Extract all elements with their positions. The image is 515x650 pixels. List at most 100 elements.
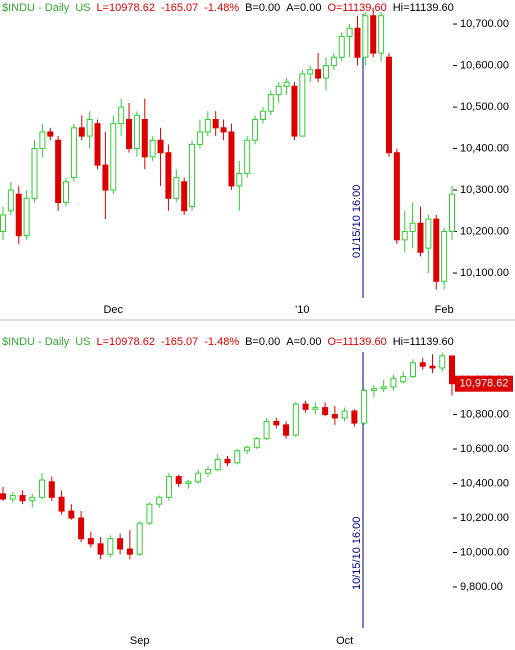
candle-body <box>141 119 148 158</box>
candle-body <box>449 355 455 385</box>
candle-body <box>331 414 338 419</box>
candle-body <box>195 472 202 483</box>
header-field: -165.07 <box>161 336 198 348</box>
candle-body <box>165 152 172 199</box>
candle-body <box>78 517 85 540</box>
candle-body <box>338 36 345 58</box>
header-field: $INDU - Daily <box>2 336 70 348</box>
header-field: O=11139.60 <box>327 2 386 14</box>
candle-body <box>380 386 387 390</box>
header-field: L=10978.62 <box>97 336 155 348</box>
candle-body <box>214 458 221 471</box>
candle-body <box>68 510 75 519</box>
candle-body <box>302 403 309 410</box>
y-tick-label: 10,800.00 <box>460 408 509 420</box>
y-tick-label: 10,600.00 <box>460 443 509 455</box>
candle-body <box>341 410 348 419</box>
candle-body <box>299 73 306 137</box>
candle-body <box>58 496 65 512</box>
candle-body <box>133 114 140 150</box>
candle-body <box>23 197 30 237</box>
candle-body <box>181 181 188 212</box>
last-price-box <box>455 375 513 392</box>
candle-body <box>86 119 93 137</box>
x-tick-label: Feb <box>435 304 454 316</box>
candle-body <box>55 139 62 203</box>
candle-body <box>244 446 251 452</box>
y-tick-label: 10,500.00 <box>460 101 509 113</box>
candle-body <box>370 388 377 391</box>
header-field: US <box>75 2 90 14</box>
candle-body <box>234 450 241 464</box>
candle-body <box>267 94 274 112</box>
candle-body <box>346 27 353 38</box>
x-tick-label: Dec <box>103 304 123 316</box>
candle-body <box>263 420 270 440</box>
candle-body <box>7 189 14 212</box>
candle-body <box>146 503 153 524</box>
candle-body <box>315 69 322 79</box>
header-field: -1.48% <box>204 336 239 348</box>
candle-body <box>117 538 124 550</box>
candle-body <box>312 407 319 410</box>
candle-body <box>102 164 109 191</box>
candle-body <box>224 458 231 464</box>
candle-body <box>291 85 298 137</box>
y-tick-label: 10,100.00 <box>460 267 509 279</box>
header-field: $INDU - Daily <box>2 2 70 14</box>
candle-body <box>70 127 77 179</box>
x-tick-label: Sep <box>130 635 150 647</box>
header-field: A=0.00 <box>286 336 321 348</box>
candle-body <box>322 65 329 79</box>
candle-body <box>126 119 133 150</box>
x-tick-label: Oct <box>336 635 353 647</box>
candle-body <box>322 407 329 416</box>
candle-body <box>354 27 361 58</box>
candle-body <box>136 522 143 555</box>
header-field: A=0.00 <box>286 2 321 14</box>
candle-body <box>361 389 368 424</box>
candle-body <box>185 481 192 484</box>
candle-body <box>94 123 101 166</box>
candle-body <box>273 420 280 426</box>
candle-body <box>283 424 290 436</box>
x-tick-label: '10 <box>295 304 309 316</box>
candle-body <box>283 81 290 87</box>
candle-body <box>0 493 6 500</box>
candle-body <box>419 362 426 367</box>
candle-body <box>97 543 104 555</box>
y-tick-label: 10,600.00 <box>460 59 509 71</box>
candle-body <box>220 127 227 133</box>
y-tick-label: 10,200.00 <box>460 225 509 237</box>
candle-body <box>393 152 400 241</box>
candle-body <box>390 377 397 388</box>
candle-body <box>31 148 38 199</box>
candle-body <box>157 139 164 154</box>
header-field: Hi=11139.60 <box>393 2 454 14</box>
candle-body <box>87 538 94 545</box>
candle-body <box>149 139 156 158</box>
candle-body <box>401 231 408 241</box>
header-field: B=0.00 <box>245 336 280 348</box>
candle-body <box>0 214 6 233</box>
candle-body <box>15 193 22 237</box>
candle-body <box>173 177 180 199</box>
candle-body <box>236 172 243 187</box>
candle-body <box>400 376 407 383</box>
candle-body <box>126 548 133 555</box>
y-tick-label: 10,300.00 <box>460 184 509 196</box>
candle-body <box>449 193 455 233</box>
candle-body <box>78 127 85 137</box>
y-tick-label: 10,400.00 <box>460 142 509 154</box>
chart-header: $INDU - Daily US L=10978.62 -165.07 -1.48% B=… <box>2 336 454 348</box>
candle-body <box>439 355 446 369</box>
last-price-label: 10,978.62 <box>460 378 509 390</box>
candle-body <box>107 538 114 555</box>
candle-body <box>252 119 259 141</box>
candle-body <box>29 496 36 502</box>
y-tick-label: 10,700.00 <box>460 18 509 30</box>
candle-body <box>275 85 282 96</box>
header-field: -165.07 <box>161 2 198 14</box>
header-field: B=0.00 <box>245 2 280 14</box>
guide-label: 10/15/10 16:00 <box>351 517 363 590</box>
